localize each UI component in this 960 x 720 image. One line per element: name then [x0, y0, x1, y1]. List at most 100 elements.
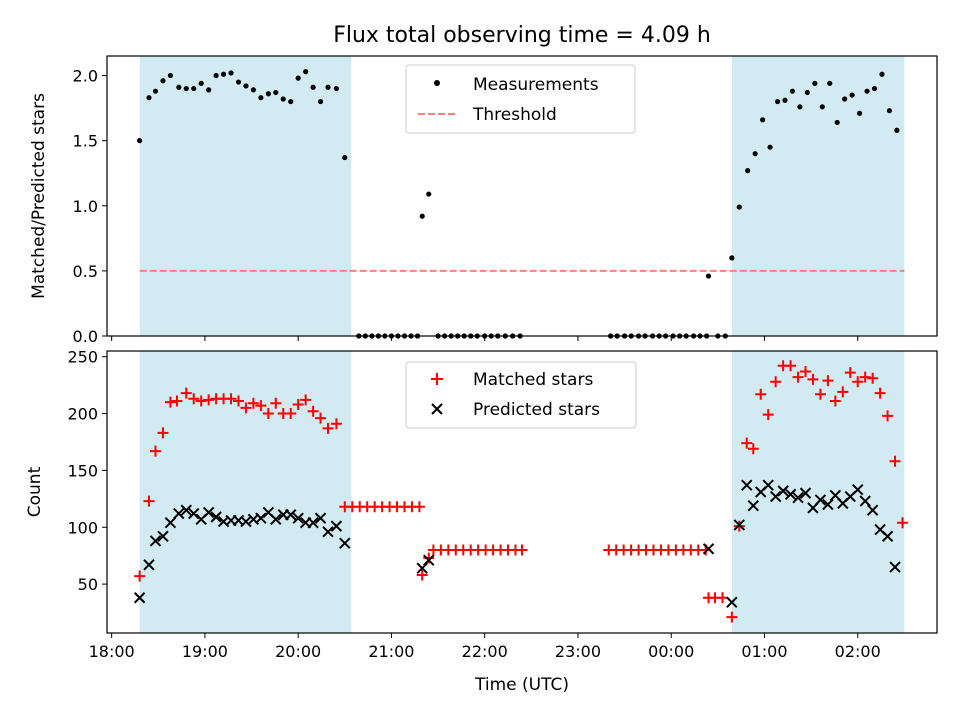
legend-matched-label: Matched stars	[473, 370, 593, 390]
predicted-star-point	[859, 495, 871, 507]
measurement-point	[228, 70, 234, 76]
predicted-star-point	[307, 516, 319, 529]
predicted-star-point	[814, 494, 827, 506]
x-tick-label: 20:00	[275, 642, 321, 661]
predicted-star-point	[240, 515, 252, 528]
measurement-point	[333, 85, 340, 92]
top-shaded-interval-1	[139, 56, 352, 336]
measurement-point	[191, 85, 197, 92]
measurement-point	[426, 191, 432, 197]
predicted-star-point	[733, 519, 745, 531]
measurement-point	[752, 151, 758, 157]
matched-star-point	[188, 393, 200, 405]
measurement-point	[273, 89, 279, 96]
matched-star-point	[889, 455, 901, 467]
predicted-star-point	[330, 520, 343, 532]
predicted-star-point	[270, 513, 282, 525]
matched-star-point	[247, 397, 259, 409]
measurement-point	[235, 79, 242, 85]
predicted-star-point	[777, 485, 789, 497]
matched-star-point	[157, 427, 169, 439]
matched-star-point	[741, 437, 753, 449]
matched-star-point	[874, 387, 886, 399]
matched-star-point	[232, 395, 244, 407]
top-y-tick-label: 0.0	[73, 327, 98, 346]
bottom-y-axis-label: Count	[25, 466, 45, 517]
measurement-point	[160, 78, 166, 84]
measurement-point	[729, 255, 735, 261]
predicted-star-point	[173, 507, 185, 520]
matched-star-point	[240, 402, 252, 414]
matched-star-point	[171, 395, 183, 407]
measurement-point	[736, 204, 742, 210]
matched-star-point	[800, 365, 812, 377]
predicted-star-point	[822, 498, 834, 511]
measurement-point	[886, 108, 893, 114]
matched-star-point	[203, 394, 215, 406]
measurement-point	[797, 104, 803, 110]
measurement-point	[864, 88, 870, 94]
top-y-axis-label: Matched/Predicted stars	[29, 93, 49, 299]
bottom-shaded-interval-1	[139, 351, 352, 633]
matched-star-point	[195, 395, 207, 407]
matched-star-point	[516, 544, 528, 556]
top-plot-frame	[106, 55, 938, 337]
top-y-tick-label: 1.0	[73, 197, 98, 216]
matched-star-point	[413, 501, 425, 513]
matched-star-point	[416, 569, 428, 581]
x-tick-label: 18:00	[89, 642, 135, 661]
measurement-point	[834, 119, 840, 126]
measurement-point	[265, 91, 271, 97]
bottom-y-tick-label: 50	[78, 575, 98, 594]
measurement-point	[288, 98, 294, 105]
x-tick-label: 19:00	[182, 642, 228, 661]
top-legend: Measurements Threshold	[405, 64, 636, 134]
legend-measurements-marker	[434, 80, 440, 86]
bottom-y-tick-label: 200	[67, 405, 98, 424]
matched-star-point	[322, 422, 334, 434]
measurement-point	[782, 97, 788, 103]
matched-star-point	[726, 611, 738, 623]
measurement-point	[317, 98, 324, 105]
bottom-y-tick-label: 100	[67, 518, 98, 537]
x-tick-label: 22:00	[462, 642, 508, 661]
predicted-star-point	[792, 491, 804, 504]
bottom-legend-box	[405, 361, 637, 429]
matched-star-point	[785, 360, 797, 372]
x-tick-label: 23:00	[555, 642, 601, 661]
measurement-point	[206, 87, 212, 93]
x-tick-label: 21:00	[368, 642, 414, 661]
measurement-point	[176, 84, 182, 90]
predicted-star-point	[702, 543, 715, 555]
predicted-star-point	[799, 487, 812, 499]
measurement-point	[220, 71, 227, 77]
measurement-point	[198, 80, 204, 86]
x-tick-label: 02:00	[835, 642, 881, 661]
matched-star-point	[837, 386, 849, 398]
measurement-point	[342, 154, 348, 161]
matched-star-point	[755, 388, 767, 400]
measurement-point	[705, 273, 712, 279]
matched-star-point	[262, 408, 274, 420]
predicted-star-point	[157, 530, 169, 543]
measurement-point	[258, 95, 264, 101]
predicted-star-point	[164, 516, 177, 529]
measurement-point	[812, 80, 818, 86]
matched-star-point	[822, 375, 834, 387]
measurement-point	[774, 98, 781, 105]
measurement-point	[871, 85, 878, 92]
predicted-star-point	[852, 484, 864, 496]
matched-star-point	[285, 408, 297, 420]
bottom-plot-frame	[106, 350, 938, 634]
matched-star-point	[255, 400, 267, 412]
matched-star-point	[867, 372, 879, 384]
measurement-point	[856, 110, 863, 116]
matched-star-point	[829, 395, 841, 407]
matched-star-point	[149, 445, 161, 457]
predicted-star-point	[416, 562, 428, 574]
measurement-point	[280, 96, 286, 102]
matched-star-point	[770, 376, 782, 388]
predicted-star-point	[339, 537, 351, 549]
x-axis-label: Time (UTC)	[474, 675, 569, 695]
